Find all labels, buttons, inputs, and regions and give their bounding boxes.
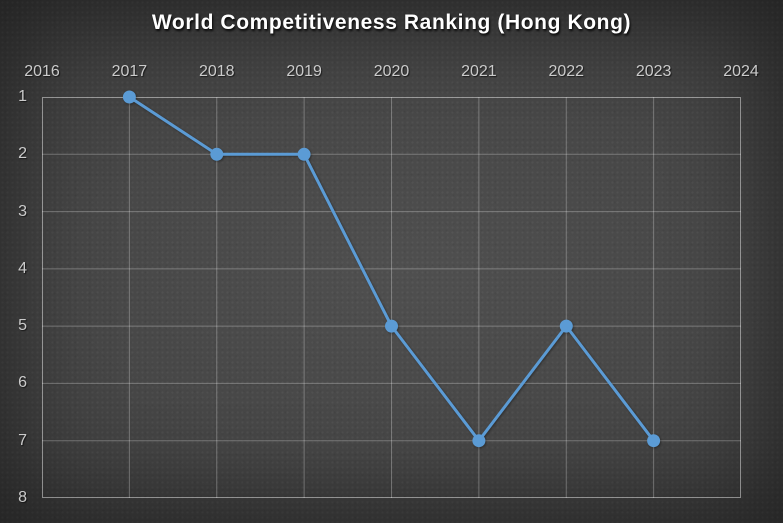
- line-chart: [42, 90, 741, 498]
- data-point-marker: [647, 434, 661, 448]
- data-point-marker: [122, 90, 136, 104]
- y-tick-label: 8: [18, 489, 27, 506]
- chart-title: World Competitiveness Ranking (Hong Kong…: [151, 11, 632, 34]
- data-point-marker: [472, 434, 486, 448]
- x-tick-label: 2020: [373, 63, 410, 80]
- gridlines: [42, 97, 741, 498]
- x-tick-label: 2016: [24, 63, 60, 80]
- y-tick-label: 3: [18, 202, 27, 220]
- x-tick-label: 2019: [286, 63, 322, 80]
- x-tick-label: 2017: [111, 63, 148, 80]
- data-point-marker: [210, 147, 224, 161]
- x-tick-label: 2023: [635, 63, 672, 80]
- data-point-marker: [559, 319, 573, 333]
- data-series: [122, 90, 661, 448]
- x-tick-label: 2021: [461, 63, 497, 80]
- x-tick-label: 2024: [723, 63, 759, 80]
- data-point-marker: [297, 147, 311, 161]
- data-point-marker: [385, 319, 398, 333]
- y-tick-label: 6: [18, 374, 27, 392]
- y-tick-label: 1: [18, 88, 27, 105]
- x-tick-label: 2022: [548, 63, 585, 80]
- y-tick-label: 2: [18, 145, 27, 163]
- y-tick-label: 7: [18, 431, 27, 449]
- y-tick-label: 5: [18, 317, 27, 335]
- plot-area: [42, 90, 741, 498]
- y-tick-label: 4: [18, 259, 27, 277]
- x-tick-label: 2018: [198, 63, 235, 80]
- plot-border: [42, 97, 741, 498]
